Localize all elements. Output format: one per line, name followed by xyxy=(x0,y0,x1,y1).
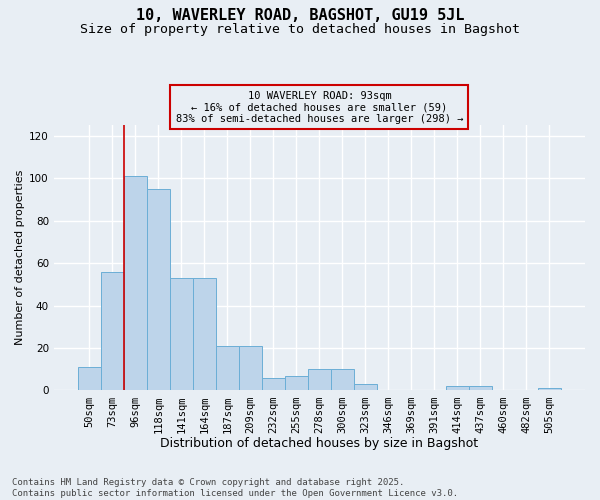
Bar xyxy=(285,376,308,390)
Text: 10 WAVERLEY ROAD: 93sqm
← 16% of detached houses are smaller (59)
83% of semi-de: 10 WAVERLEY ROAD: 93sqm ← 16% of detache… xyxy=(176,90,463,124)
Y-axis label: Number of detached properties: Number of detached properties xyxy=(15,170,25,346)
Text: 10, WAVERLEY ROAD, BAGSHOT, GU19 5JL: 10, WAVERLEY ROAD, BAGSHOT, GU19 5JL xyxy=(136,8,464,22)
Bar xyxy=(446,386,469,390)
Bar xyxy=(216,346,239,391)
Bar xyxy=(170,278,193,390)
Bar xyxy=(239,346,262,391)
Bar xyxy=(469,386,492,390)
Bar xyxy=(193,278,216,390)
Bar xyxy=(78,367,101,390)
Bar xyxy=(308,369,331,390)
Bar xyxy=(354,384,377,390)
Bar xyxy=(124,176,147,390)
Bar xyxy=(331,369,354,390)
Bar xyxy=(101,272,124,390)
Bar xyxy=(262,378,285,390)
Text: Size of property relative to detached houses in Bagshot: Size of property relative to detached ho… xyxy=(80,22,520,36)
Bar xyxy=(147,189,170,390)
Bar xyxy=(538,388,561,390)
Text: Contains HM Land Registry data © Crown copyright and database right 2025.
Contai: Contains HM Land Registry data © Crown c… xyxy=(12,478,458,498)
X-axis label: Distribution of detached houses by size in Bagshot: Distribution of detached houses by size … xyxy=(160,437,478,450)
